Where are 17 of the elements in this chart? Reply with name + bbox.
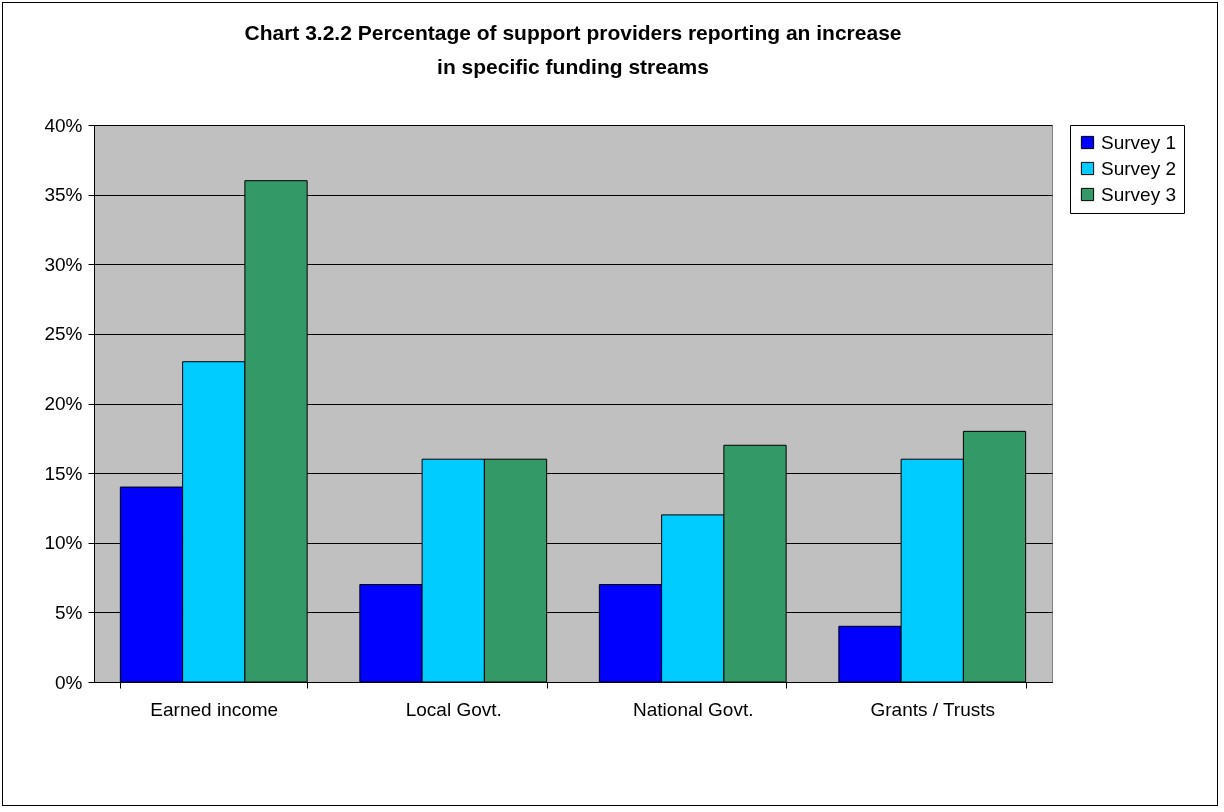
x-tick-label: Grants / Trusts bbox=[870, 698, 996, 720]
chart-title: Chart 3.2.2 Percentage of support providers reporting an increase in specific funding streams bbox=[244, 21, 902, 78]
x-tick-label: Local Govt. bbox=[405, 698, 502, 720]
y-tick-label: 35% bbox=[44, 184, 83, 206]
legend-label: Survey 1 bbox=[1101, 131, 1176, 153]
y-tick-label: 30% bbox=[44, 253, 83, 275]
y-tick-label: 40% bbox=[44, 114, 83, 136]
y-tick-label: 0% bbox=[55, 671, 83, 693]
x-tick-label: Earned income bbox=[150, 698, 279, 720]
y-tick-label: 15% bbox=[44, 462, 83, 484]
y-tick-label: 20% bbox=[44, 393, 83, 414]
x-tick-label: National Govt. bbox=[633, 698, 754, 720]
y-tick-label: 25% bbox=[44, 323, 83, 345]
y-tick-label: 10% bbox=[44, 532, 83, 554]
legend-label: Survey 3 bbox=[1101, 183, 1176, 205]
legend-label: Survey 2 bbox=[1101, 157, 1176, 179]
y-tick-label: 5% bbox=[55, 601, 83, 623]
